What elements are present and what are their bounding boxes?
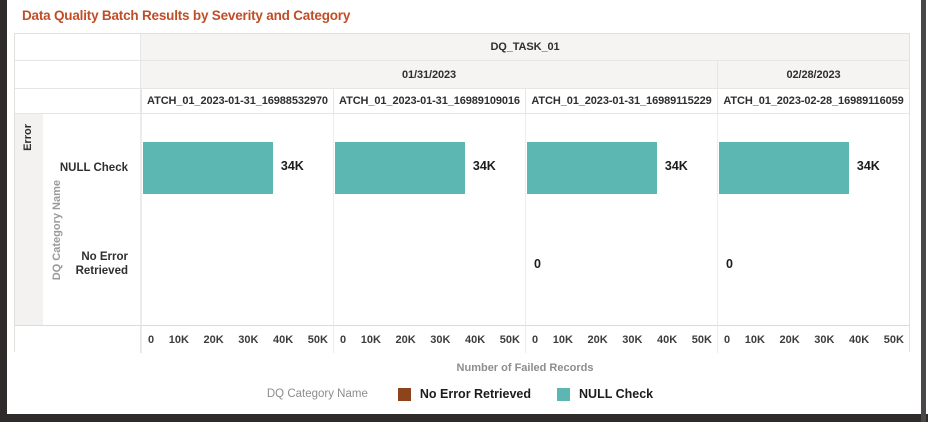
x-axis-title: Number of Failed Records xyxy=(456,362,594,374)
x-tick: 40K xyxy=(849,333,870,346)
x-tick: 0 xyxy=(532,333,539,346)
severity-band xyxy=(15,114,43,325)
legend-label: No Error Retrieved xyxy=(419,387,532,401)
x-tick: 30K xyxy=(238,333,259,346)
bar-value-label: 34K xyxy=(664,159,688,173)
bar-null-check[interactable] xyxy=(719,142,849,194)
facet-header-date-2: 02/28/2023 xyxy=(717,61,909,89)
x-tick: 10K xyxy=(552,333,573,346)
bar-null-check[interactable] xyxy=(143,142,273,194)
chart-panel: 34K 0 xyxy=(525,114,717,326)
no-error-value-label: 0 xyxy=(726,257,733,271)
severity-label: Error xyxy=(22,124,34,151)
page-title: Data Quality Batch Results by Severity a… xyxy=(22,8,351,23)
x-tick: 10K xyxy=(168,333,189,346)
facet-header-batch-4: ATCH_01_2023-02-28_16989116059 xyxy=(717,89,909,114)
legend-entry-no-error[interactable]: No Error Retrieved xyxy=(397,387,532,401)
row-axis-labels: Error DQ Category Name NULL Check No Err… xyxy=(15,114,141,326)
x-tick: 50K xyxy=(499,333,520,346)
x-tick: 10K xyxy=(744,333,765,346)
x-tick: 20K xyxy=(587,333,608,346)
chart-panel: 34K xyxy=(333,114,525,326)
legend-swatch-null-check xyxy=(557,387,571,401)
header-corner-spacer xyxy=(15,34,141,61)
x-tick: 30K xyxy=(430,333,451,346)
category-label-no-error: No Error Retrieved xyxy=(75,251,128,277)
chart-panel: 34K xyxy=(141,114,333,326)
window-border-bottom xyxy=(0,414,928,422)
chart-panel: 34K 0 xyxy=(717,114,909,326)
bar-value-label: 34K xyxy=(280,159,304,173)
x-tick: 40K xyxy=(465,333,486,346)
legend-entry-null-check[interactable]: NULL Check xyxy=(557,387,653,401)
header-corner-spacer xyxy=(15,89,141,114)
legend-title: DQ Category Name xyxy=(266,388,368,400)
category-label-null-check: NULL Check xyxy=(59,162,128,174)
x-tick: 20K xyxy=(203,333,224,346)
window-border-right xyxy=(921,0,926,422)
x-tick: 30K xyxy=(622,333,643,346)
facet-header-date-1: 01/31/2023 xyxy=(141,61,717,89)
x-axis-ticks: 0 10K 20K 30K 40K 50K xyxy=(717,326,909,353)
bar-null-check[interactable] xyxy=(335,142,465,194)
x-tick: 10K xyxy=(360,333,381,346)
legend-swatch-no-error xyxy=(397,387,411,401)
x-tick: 50K xyxy=(883,333,904,346)
legend-label: NULL Check xyxy=(579,387,654,401)
tick-corner-spacer xyxy=(15,326,141,353)
x-axis-ticks: 0 10K 20K 30K 40K 50K xyxy=(141,326,333,353)
x-tick: 0 xyxy=(724,333,731,346)
x-tick: 0 xyxy=(148,333,155,346)
x-tick: 20K xyxy=(395,333,416,346)
trellis-chart: DQ_TASK_01 01/31/2023 02/28/2023 ATCH_01… xyxy=(14,33,910,353)
bar-value-label: 34K xyxy=(856,159,880,173)
window-border-left xyxy=(0,0,7,415)
x-tick: 40K xyxy=(273,333,294,346)
x-tick: 50K xyxy=(691,333,712,346)
legend: DQ Category Name No Error Retrieved NULL… xyxy=(0,387,920,401)
x-tick: 0 xyxy=(340,333,347,346)
bar-null-check[interactable] xyxy=(527,142,657,194)
x-tick: 40K xyxy=(657,333,678,346)
x-tick: 30K xyxy=(814,333,835,346)
x-tick: 20K xyxy=(779,333,800,346)
x-axis-ticks: 0 10K 20K 30K 40K 50K xyxy=(333,326,525,353)
facet-header-batch-3: ATCH_01_2023-01-31_16989115229 xyxy=(525,89,717,114)
facet-header-batch-1: ATCH_01_2023-01-31_16988532970 xyxy=(141,89,333,114)
x-axis-ticks: 0 10K 20K 30K 40K 50K xyxy=(525,326,717,353)
header-corner-spacer xyxy=(15,61,141,89)
no-error-value-label: 0 xyxy=(534,257,541,271)
bar-value-label: 34K xyxy=(472,159,496,173)
facet-header-batch-2: ATCH_01_2023-01-31_16989109016 xyxy=(333,89,525,114)
row-axis-title-text: DQ Category Name xyxy=(51,179,63,281)
x-tick: 50K xyxy=(307,333,328,346)
facet-header-task: DQ_TASK_01 xyxy=(141,34,909,61)
